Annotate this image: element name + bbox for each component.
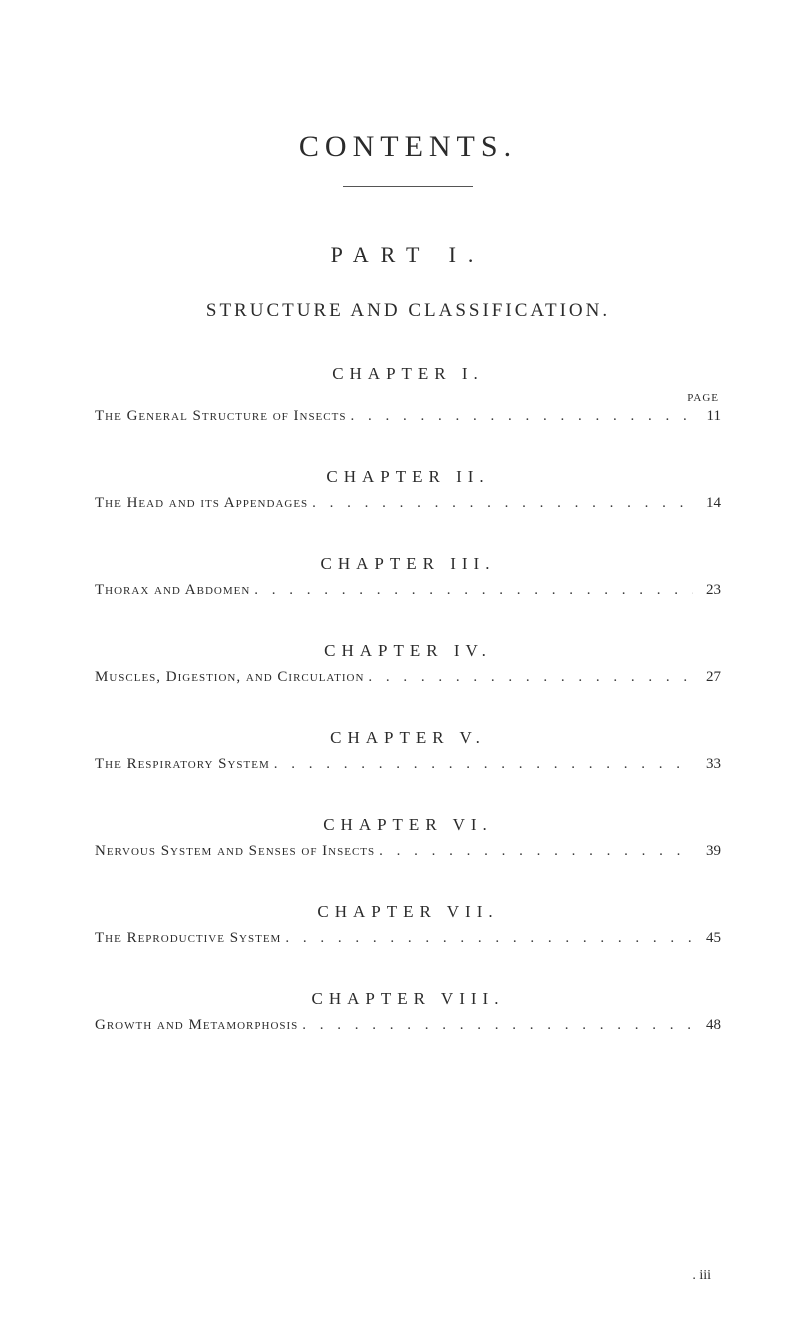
toc-entry: The Head and its Appendages . . . . . . … <box>95 495 721 512</box>
title-rule <box>343 186 473 187</box>
entry-dots: . . . . . . . . . . . . . . . . . . . . … <box>250 582 693 599</box>
entry-page: 45 <box>693 930 721 947</box>
part-title: PART I. <box>95 242 721 268</box>
entry-dots: . . . . . . . . . . . . . . . . . . . . … <box>308 495 693 512</box>
part-subtitle: STRUCTURE AND CLASSIFICATION. <box>95 300 721 322</box>
toc-entry: The Respiratory System . . . . . . . . .… <box>95 756 721 773</box>
chapter-heading: CHAPTER IV. <box>95 641 721 661</box>
chapter-heading: CHAPTER I. <box>95 364 721 384</box>
entry-label: The Reproductive System <box>95 930 281 947</box>
entry-label: The Head and its Appendages <box>95 495 308 512</box>
chapter-heading: CHAPTER VIII. <box>95 989 721 1009</box>
entry-label: Thorax and Abdomen <box>95 582 250 599</box>
entry-page: 48 <box>693 1017 721 1034</box>
toc-entry: Muscles, Digestion, and Circulation . . … <box>95 669 721 686</box>
chapter-heading: CHAPTER II. <box>95 467 721 487</box>
chapter-heading: CHAPTER V. <box>95 728 721 748</box>
entry-dots: . . . . . . . . . . . . . . . . . . . . … <box>364 669 693 686</box>
entry-page: 39 <box>693 843 721 860</box>
toc-entry: The Reproductive System . . . . . . . . … <box>95 930 721 947</box>
toc-entry: The General Structure of Insects . . . .… <box>95 408 721 425</box>
entry-label: The General Structure of Insects <box>95 408 346 425</box>
contents-title: CONTENTS. <box>95 130 721 164</box>
chapter-heading: CHAPTER VII. <box>95 902 721 922</box>
entry-dots: . . . . . . . . . . . . . . . . . . . . … <box>270 756 693 773</box>
entry-label: Muscles, Digestion, and Circulation <box>95 669 364 686</box>
entry-dots: . . . . . . . . . . . . . . . . . . . . … <box>346 408 693 425</box>
entry-label: The Respiratory System <box>95 756 270 773</box>
page-label: PAGE <box>95 392 721 404</box>
entry-page: 33 <box>693 756 721 773</box>
toc-entry: Growth and Metamorphosis . . . . . . . .… <box>95 1017 721 1034</box>
entry-page: 27 <box>693 669 721 686</box>
toc-entry: Thorax and Abdomen . . . . . . . . . . .… <box>95 582 721 599</box>
chapter-heading: CHAPTER VI. <box>95 815 721 835</box>
entry-page: 23 <box>693 582 721 599</box>
entry-label: Nervous System and Senses of Insects <box>95 843 375 860</box>
entry-page: 14 <box>693 495 721 512</box>
entry-page: 11 <box>693 408 721 425</box>
entry-dots: . . . . . . . . . . . . . . . . . . . . … <box>375 843 693 860</box>
entry-dots: . . . . . . . . . . . . . . . . . . . . … <box>281 930 693 947</box>
chapter-heading: CHAPTER III. <box>95 554 721 574</box>
entry-dots: . . . . . . . . . . . . . . . . . . . . … <box>298 1017 693 1034</box>
entry-label: Growth and Metamorphosis <box>95 1017 298 1034</box>
page-number-roman: . iii <box>692 1268 711 1284</box>
toc-entry: Nervous System and Senses of Insects . .… <box>95 843 721 860</box>
